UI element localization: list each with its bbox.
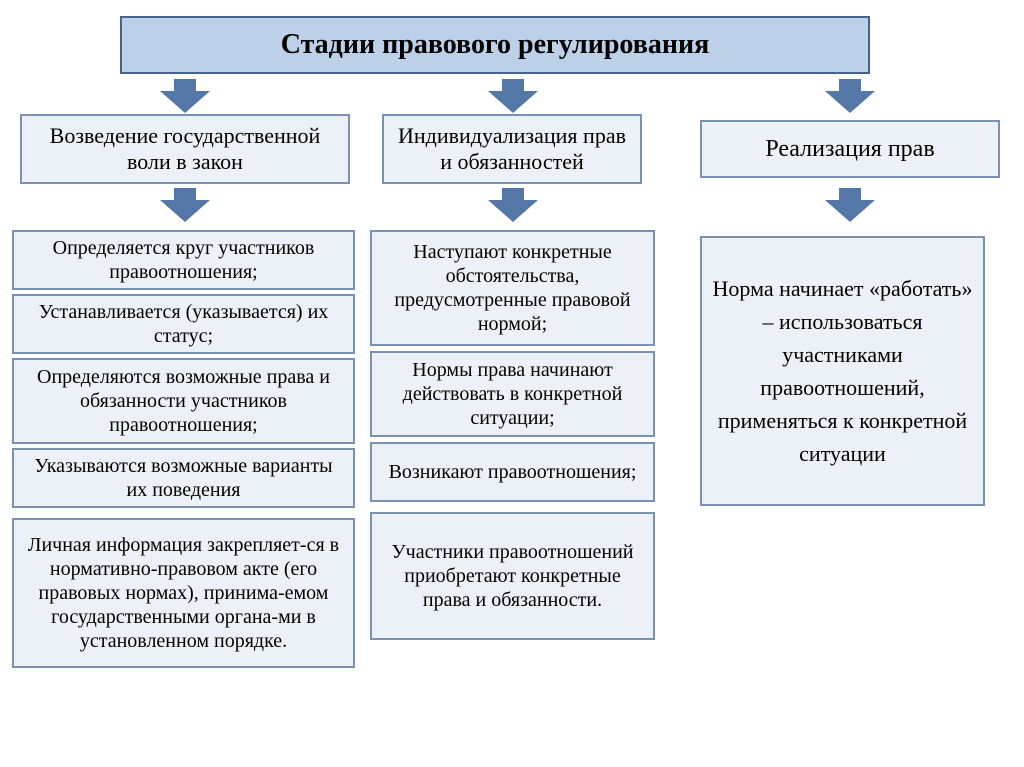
diagram-title: Стадии правового регулирования: [120, 16, 870, 74]
arrow-down-5: [488, 188, 538, 222]
arrow-down-4: [160, 188, 210, 222]
arrow-down-3: [825, 79, 875, 113]
col2-item-1: Наступают конкретные обстоятельства, пре…: [370, 230, 655, 346]
col1-item-3: Определяются возможные права и обязаннос…: [12, 358, 355, 444]
stage-box-1: Возведение государственной воли в закон: [20, 114, 350, 184]
col3-item-1: Норма начинает «работать» – использовать…: [700, 236, 985, 506]
col1-item-5: Личная информация закрепляет-ся в нормат…: [12, 518, 355, 668]
col2-item-2: Нормы права начинают действовать в конкр…: [370, 351, 655, 437]
col1-item-1: Определяется круг участников правоотноше…: [12, 230, 355, 290]
stage-box-3: Реализация прав: [700, 120, 1000, 178]
arrow-down-1: [160, 79, 210, 113]
col1-item-2: Устанавливается (указывается) их статус;: [12, 294, 355, 354]
col2-item-3: Возникают правоотношения;: [370, 442, 655, 502]
arrow-down-6: [825, 188, 875, 222]
col1-item-4: Указываются возможные варианты их поведе…: [12, 448, 355, 508]
stage-box-2: Индивидуализация прав и обязанностей: [382, 114, 642, 184]
col2-item-4: Участники правоотношений приобретают кон…: [370, 512, 655, 640]
arrow-down-2: [488, 79, 538, 113]
